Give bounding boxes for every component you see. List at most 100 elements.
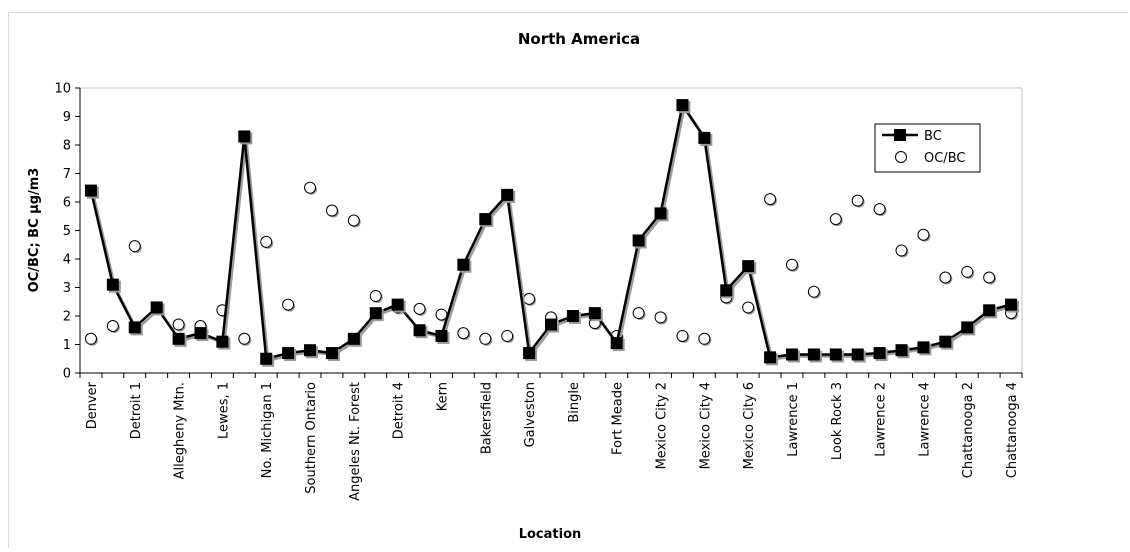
bc-point [807,348,820,361]
x-tick-label: Bingle [567,382,582,423]
bc-point [435,329,448,342]
bc-point [501,188,514,201]
bc-point [588,307,601,320]
x-tick-label: Look Rock 3 [830,382,845,460]
chart-frame [8,12,1128,548]
bc-point [172,332,185,345]
y-tick-label: 4 [63,253,71,268]
bc-point [238,130,251,143]
ocbc-point [413,302,426,315]
bc-point [764,351,777,364]
x-tick-label: Mexico City 4 [698,382,713,469]
x-tick-label: Southern Ontario [304,382,319,494]
x-tick-label: Mexico City 2 [655,382,670,469]
y-axis-title: OC/BC; BC μg/m3 [27,168,42,293]
bc-point [128,321,141,334]
bc-point [742,260,755,273]
bc-point [566,310,579,322]
bc-point [457,258,470,271]
y-tick-label: 8 [63,139,71,154]
plot-area: 0 1 2 3 4 5 6 7 8 9 10 Denver Detroit 1 Allegheny Mtn… [54,82,1023,501]
y-tick-label: 10 [54,82,71,97]
y-tick-label: 6 [63,196,71,211]
bc-point [304,344,317,357]
x-tick-label: Denver [85,381,100,429]
bc-point [720,284,733,297]
bc-point [260,352,273,365]
bc-point [654,207,667,220]
legend-bc-marker [894,129,906,141]
x-tick-label: Mexico City 6 [742,382,757,469]
ocbc-point [479,332,492,345]
y-tick-label: 3 [63,281,71,296]
bc-point [106,278,119,291]
ocbc-point [764,193,777,206]
ocbc-point [851,194,864,207]
bc-point [369,307,382,320]
x-tick-label: Galveston [523,382,538,447]
ocbc-point [501,329,514,342]
ocbc-point [895,244,908,257]
legend: BC OC/BC [874,123,981,173]
ocbc-point [369,290,382,303]
ocbc-point [961,265,974,278]
bc-point [917,341,930,354]
ocbc-point [676,329,689,342]
bc-point [347,332,360,345]
bc-point [873,347,886,360]
bc-point [829,348,842,361]
ocbc-point [829,213,842,226]
x-tick-label: Bakersfield [479,382,494,454]
ocbc-point [128,240,141,253]
y-tick-label: 9 [63,110,71,125]
bc-point [282,347,295,360]
x-tick-label: Lawrence 4 [917,382,932,457]
ocbc-point [347,214,360,227]
y-tick-label: 1 [63,338,71,353]
x-tick-label: Fort Meade [611,382,626,455]
ocbc-point [742,301,755,314]
bc-point [785,348,798,361]
bc-point [939,335,952,348]
ocbc-point [983,271,996,284]
x-tick-label: Kern [435,382,450,411]
bc-point [961,321,974,334]
ocbc-point [260,235,273,248]
bc-point [632,234,645,247]
y-tick-label: 2 [63,310,71,325]
ocbc-point [939,271,952,284]
legend-ocbc-label: OC/BC [924,151,965,166]
x-tick-label: Lawrence 2 [874,382,889,457]
bc-point [325,347,338,360]
bc-point [545,318,557,331]
x-tick-label: Allegheny Mtn. [173,382,188,479]
bc-point [413,324,426,337]
y-tick-label: 5 [63,224,71,239]
ocbc-point [172,318,185,331]
x-tick-label: Lewes, 1 [216,382,231,439]
ocbc-point [807,285,820,298]
bc-point [194,327,207,340]
x-tick-label: Chattanooga 2 [961,382,976,478]
x-axis-title: Location [519,527,582,542]
ocbc-point [435,308,448,321]
ocbc-point [654,311,667,324]
bc-point [676,99,689,112]
ocbc-point [282,298,295,311]
y-tick-label: 7 [63,167,71,182]
ocbc-point [873,203,886,216]
bc-point [479,213,492,226]
bc-point [391,298,404,311]
ocbc-point [632,307,645,320]
ocbc-point [238,332,251,345]
bc-point [1005,298,1018,311]
bc-point [851,348,864,361]
x-tick-label: No. Michigan 1 [260,382,275,478]
ocbc-point [457,327,470,340]
ocbc-point [106,319,119,332]
x-tick-label: Detroit 1 [129,382,144,439]
ocbc-point [325,204,338,217]
ocbc-point [785,258,798,271]
chart-title: North America [518,30,640,48]
